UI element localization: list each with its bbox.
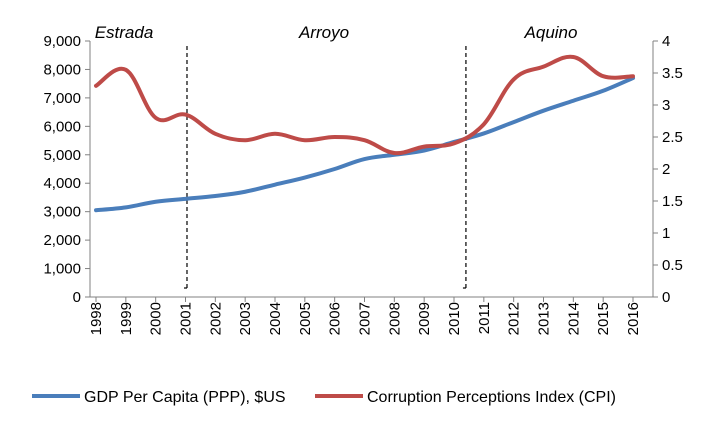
x-tick-label: 2010 (446, 302, 463, 335)
axes (89, 41, 654, 298)
left-y-tick-label: 7,000 (43, 90, 81, 107)
period-label-arroyo: Arroyo (298, 23, 349, 42)
period-label-estrada: Estrada (95, 23, 154, 42)
series-line-cpi (94, 54, 635, 156)
left-y-tick-label: 0 (73, 289, 81, 306)
x-tick-label: 2012 (506, 302, 523, 335)
period-labels: Estrada Arroyo Aquino (95, 23, 578, 42)
x-tick-label: 2007 (357, 302, 374, 335)
left-y-tick-label: 8,000 (43, 61, 81, 78)
right-y-tick-label: 2.5 (662, 129, 683, 146)
x-tick-label: 2014 (565, 302, 582, 335)
right-y-tick-label: 2 (662, 161, 670, 178)
left-y-ticks: 0 1,000 2,000 3,000 4,000 5,000 6,000 7,000 8,00… (43, 33, 90, 306)
x-tick-label: 2009 (416, 302, 433, 335)
legend: GDP Per Capita (PPP), $US Corruption Per… (32, 389, 616, 406)
x-ticks: 1998 1999 2000 2001 2002 2003 2004 2005 2006 2007… (88, 297, 642, 335)
series-line-gdp (94, 75, 635, 213)
x-tick-label: 2006 (327, 302, 344, 335)
x-tick-label: 2008 (386, 302, 403, 335)
right-y-tick-label: 3 (662, 97, 670, 114)
left-y-tick-label: 4,000 (43, 175, 81, 192)
right-y-tick-label: 4 (662, 33, 670, 50)
x-tick-label: 1999 (118, 302, 135, 335)
right-y-tick-label: 1 (662, 225, 670, 242)
left-y-tick-label: 9,000 (43, 33, 81, 50)
x-tick-label: 2016 (625, 302, 642, 335)
x-tick-label: 2001 (178, 302, 195, 335)
x-tick-label: 2015 (595, 302, 612, 335)
period-label-aquino: Aquino (524, 23, 578, 42)
right-y-tick-label: 1.5 (662, 193, 683, 210)
left-y-tick-label: 6,000 (43, 118, 81, 135)
period-dividers (183, 46, 467, 289)
left-y-tick-label: 5,000 (43, 147, 81, 164)
x-tick-label: 2013 (536, 302, 553, 335)
right-y-tick-label: 3.5 (662, 65, 683, 82)
left-y-tick-label: 3,000 (43, 204, 81, 221)
x-tick-label: 1998 (88, 302, 105, 335)
x-tick-label: 2002 (207, 302, 224, 335)
left-y-tick-label: 2,000 (43, 232, 81, 249)
x-tick-label: 2000 (148, 302, 165, 335)
series-lines (94, 54, 635, 213)
x-tick-label: 2005 (297, 302, 314, 335)
left-y-tick-label: 1,000 (43, 261, 81, 278)
legend-label-gdp: GDP Per Capita (PPP), $US (84, 389, 286, 406)
right-y-tick-label: 0 (662, 289, 670, 306)
right-y-ticks: 0 0.5 1 1.5 2 2.5 3 3.5 4 (653, 33, 683, 306)
x-tick-label: 2004 (267, 302, 284, 335)
right-y-tick-label: 0.5 (662, 257, 683, 274)
x-tick-label: 2003 (237, 302, 254, 335)
legend-label-cpi: Corruption Perceptions Index (CPI) (367, 389, 616, 406)
x-tick-label: 2011 (476, 302, 493, 334)
